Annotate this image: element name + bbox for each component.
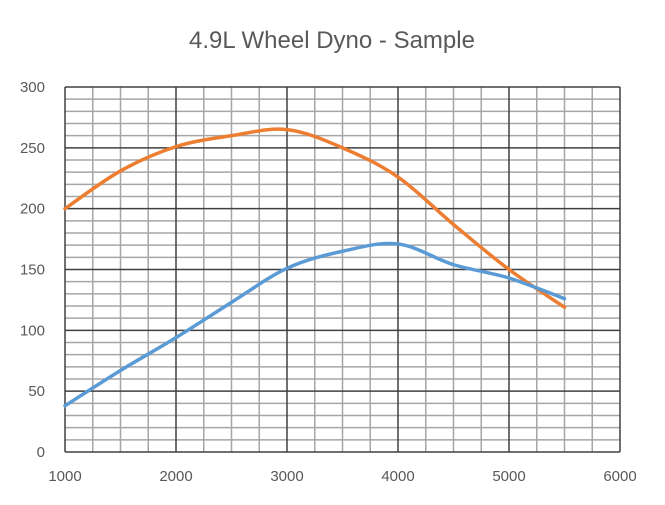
y-tick-label: 50 [28,383,45,400]
x-tick-label: 5000 [492,468,525,485]
series-line-horsepower [63,241,567,408]
y-tick-label: 150 [20,262,45,279]
grid [64,86,621,453]
x-tick-label: 4000 [381,468,414,485]
x-tick-label: 2000 [159,468,192,485]
series-lines [63,127,567,408]
y-tick-label: 300 [20,79,45,96]
x-tick-label: 6000 [603,468,636,485]
y-tick-label: 200 [20,201,45,218]
y-tick-label: 100 [20,322,45,339]
y-tick-label: 250 [20,140,45,157]
x-tick-label: 1000 [48,468,81,485]
series-line-torque [63,127,567,309]
y-tick-label: 0 [37,444,45,461]
x-tick-label: 3000 [270,468,303,485]
chart-title: 4.9L Wheel Dyno - Sample [189,27,475,54]
x-axis-ticks: 1000 2000 3000 4000 5000 6000 [48,468,636,485]
y-axis-ticks: 0 50 100 150 200 250 300 [20,79,45,461]
